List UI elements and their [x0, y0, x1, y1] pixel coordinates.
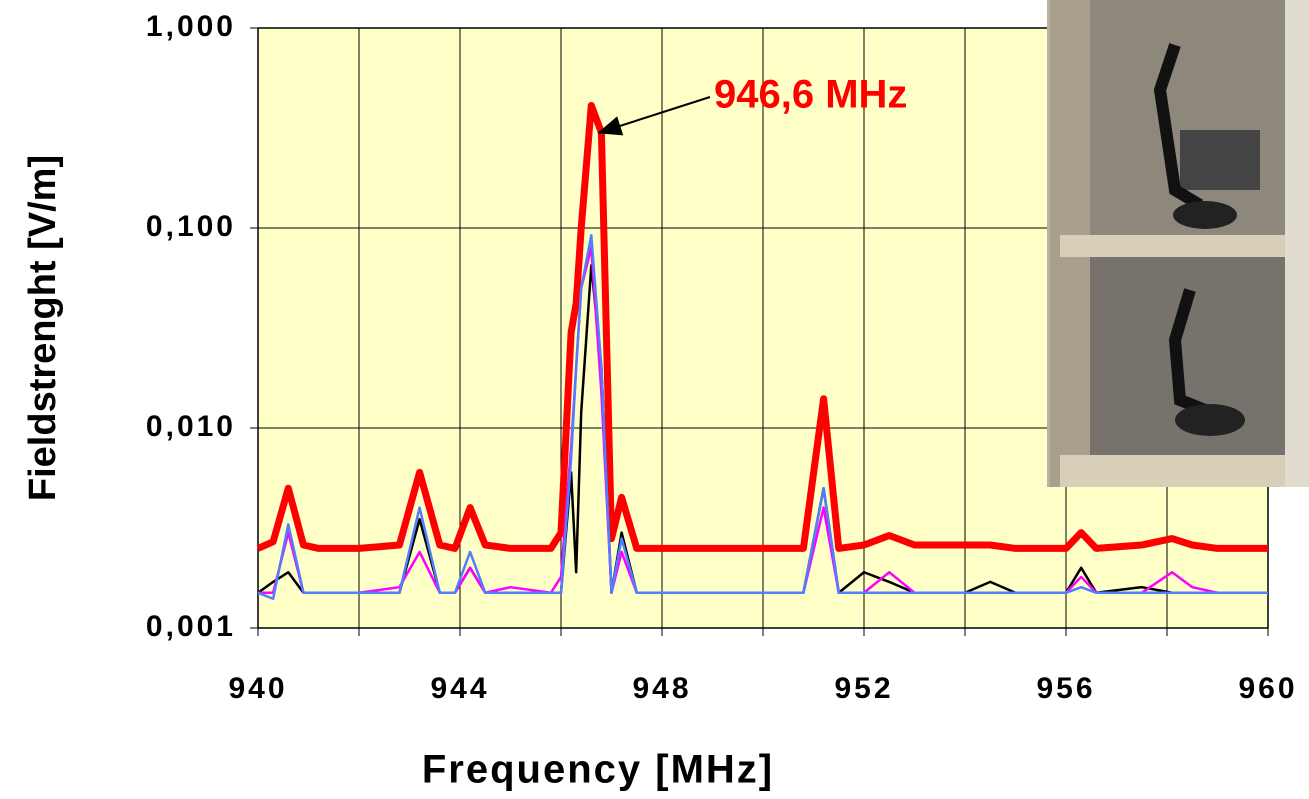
x-tick-label: 944: [430, 672, 489, 705]
y-tick-label: 0,001: [146, 610, 236, 643]
series-line: [257, 233, 1268, 601]
annotation: 946,6 MHz: [714, 73, 907, 117]
y-axis-title: Fieldstrenght [V/m]: [22, 155, 64, 501]
y-tick-label: 1,000: [146, 10, 236, 43]
series-line: [256, 101, 1268, 552]
x-tick-label: 960: [1238, 672, 1297, 705]
y-tick-label: 0,010: [146, 410, 236, 443]
y-tick-label: 0,100: [146, 210, 236, 243]
x-tick-label: 952: [834, 672, 893, 705]
x-tick-label: 956: [1036, 672, 1095, 705]
photo-inset: [1047, 0, 1309, 487]
x-tick-label: 948: [632, 672, 691, 705]
x-axis-title: Frequency [MHz]: [422, 748, 774, 792]
x-tick-label: 940: [228, 672, 287, 705]
annotation-arrow: [597, 96, 711, 136]
